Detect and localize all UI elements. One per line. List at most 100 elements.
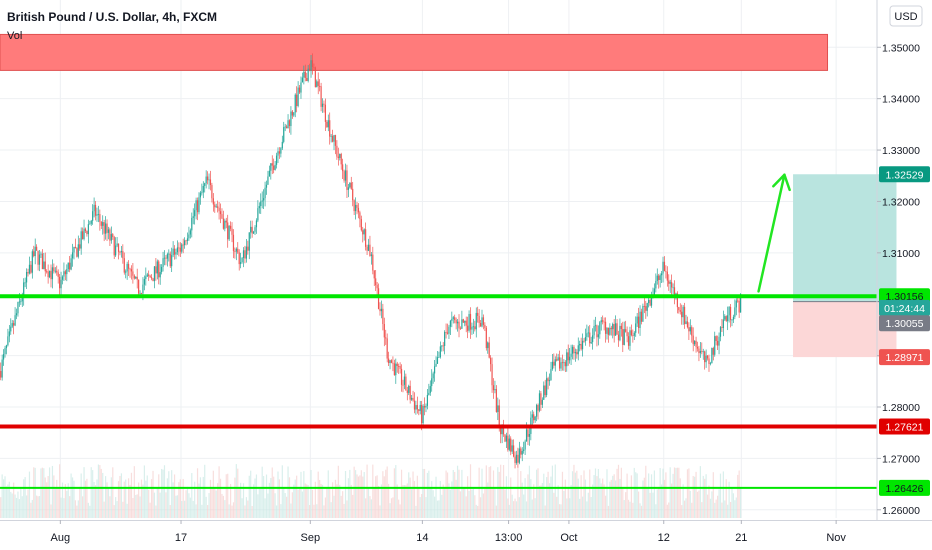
candle-body bbox=[428, 392, 430, 395]
candle-body bbox=[382, 308, 384, 324]
arrow-shaft[interactable] bbox=[757, 173, 786, 293]
candle-body bbox=[53, 267, 55, 272]
volume-bar bbox=[704, 478, 706, 518]
volume-bar bbox=[421, 494, 423, 518]
candle-body bbox=[205, 176, 207, 184]
candle-body bbox=[70, 258, 72, 270]
candle-body bbox=[286, 126, 288, 129]
candle-body bbox=[196, 200, 199, 213]
volume-bar bbox=[715, 499, 717, 518]
volume-bar bbox=[678, 467, 680, 518]
candle-body bbox=[724, 316, 726, 320]
candle-body bbox=[411, 397, 413, 400]
candle-body bbox=[717, 340, 719, 346]
candle-body bbox=[547, 378, 549, 382]
candle-body bbox=[79, 244, 81, 249]
volume-bar bbox=[475, 504, 477, 518]
volume-bar bbox=[284, 493, 286, 518]
candle-body bbox=[300, 82, 302, 93]
volume-bar bbox=[327, 470, 329, 518]
candle-body bbox=[5, 345, 8, 349]
candle-body bbox=[683, 306, 686, 325]
volume-bar bbox=[314, 481, 316, 518]
candle-body bbox=[33, 251, 35, 257]
volume-bar bbox=[609, 481, 611, 518]
horizontal-lines[interactable] bbox=[0, 294, 877, 489]
volume-bar bbox=[250, 470, 252, 518]
volume-bar bbox=[257, 494, 259, 518]
price-label: 01:24:44 bbox=[879, 299, 930, 316]
volume-bar bbox=[234, 477, 236, 518]
candle-body bbox=[416, 405, 418, 410]
volume-bar bbox=[662, 468, 664, 518]
candle-body bbox=[119, 251, 121, 253]
volume-bar bbox=[97, 464, 100, 518]
volume-bar bbox=[564, 479, 566, 518]
candle-body bbox=[508, 438, 510, 450]
volume-bar bbox=[130, 472, 133, 518]
candle-body bbox=[97, 214, 100, 215]
y-tick-label: 1.26000 bbox=[882, 505, 920, 517]
volume-bar bbox=[321, 484, 324, 518]
volume-bar bbox=[551, 465, 553, 518]
candle-body bbox=[630, 330, 633, 336]
volume-bar bbox=[138, 482, 140, 518]
volume-bar bbox=[665, 472, 667, 518]
arrow-drawing[interactable] bbox=[757, 173, 791, 293]
candle-body bbox=[643, 305, 645, 307]
candle-body bbox=[57, 272, 59, 277]
volume-bar bbox=[172, 482, 174, 518]
volume-bar bbox=[377, 485, 380, 518]
volume-bar bbox=[136, 494, 138, 518]
candle-body bbox=[51, 267, 54, 280]
volume-bar bbox=[406, 483, 408, 518]
volume-bar bbox=[439, 481, 441, 518]
candle-body bbox=[662, 261, 664, 274]
volume-indicator-label[interactable]: Vol bbox=[7, 30, 22, 42]
volume-bar bbox=[675, 467, 677, 518]
candle-body bbox=[303, 71, 305, 78]
volume-bar bbox=[696, 491, 699, 518]
volume-bar bbox=[455, 479, 457, 518]
volume-bar bbox=[682, 484, 684, 518]
candle-body bbox=[704, 351, 706, 363]
x-tick-label: 14 bbox=[416, 532, 428, 544]
volume-bar bbox=[196, 468, 199, 518]
candle-body bbox=[155, 266, 157, 274]
candle-body bbox=[260, 201, 262, 207]
resistance-zone[interactable] bbox=[0, 33, 829, 71]
volume-bar bbox=[300, 471, 302, 518]
candle-body bbox=[113, 237, 115, 256]
candle-body bbox=[696, 346, 699, 349]
candle-body bbox=[271, 163, 273, 166]
candle-body bbox=[349, 182, 351, 188]
volume-bar bbox=[221, 493, 223, 518]
candle-body bbox=[234, 251, 236, 253]
candle-body bbox=[280, 148, 282, 154]
candle-body bbox=[398, 365, 400, 367]
currency-button[interactable]: USD bbox=[889, 5, 923, 27]
candle-body bbox=[472, 326, 474, 328]
candle-body bbox=[80, 231, 82, 249]
candle-body bbox=[386, 338, 388, 359]
volume-bar bbox=[369, 496, 371, 518]
volume-bar bbox=[194, 481, 196, 518]
volume-bar bbox=[309, 505, 311, 518]
volume-bar bbox=[573, 464, 575, 518]
volume-bar bbox=[656, 489, 658, 518]
candle-body bbox=[495, 389, 497, 412]
volume-bar bbox=[740, 488, 742, 518]
volume-bar bbox=[403, 485, 406, 518]
candle-body bbox=[737, 300, 739, 302]
candle-body bbox=[13, 323, 15, 326]
volume-bar bbox=[242, 483, 245, 518]
volume-bar bbox=[229, 484, 232, 518]
candle-body bbox=[40, 253, 42, 255]
volume-bar bbox=[500, 464, 502, 518]
long-position-profit-zone[interactable] bbox=[793, 174, 897, 302]
candle-body bbox=[24, 282, 26, 284]
volume-bar bbox=[346, 500, 348, 518]
volume-bar bbox=[291, 492, 293, 518]
volume-bar bbox=[189, 497, 191, 518]
